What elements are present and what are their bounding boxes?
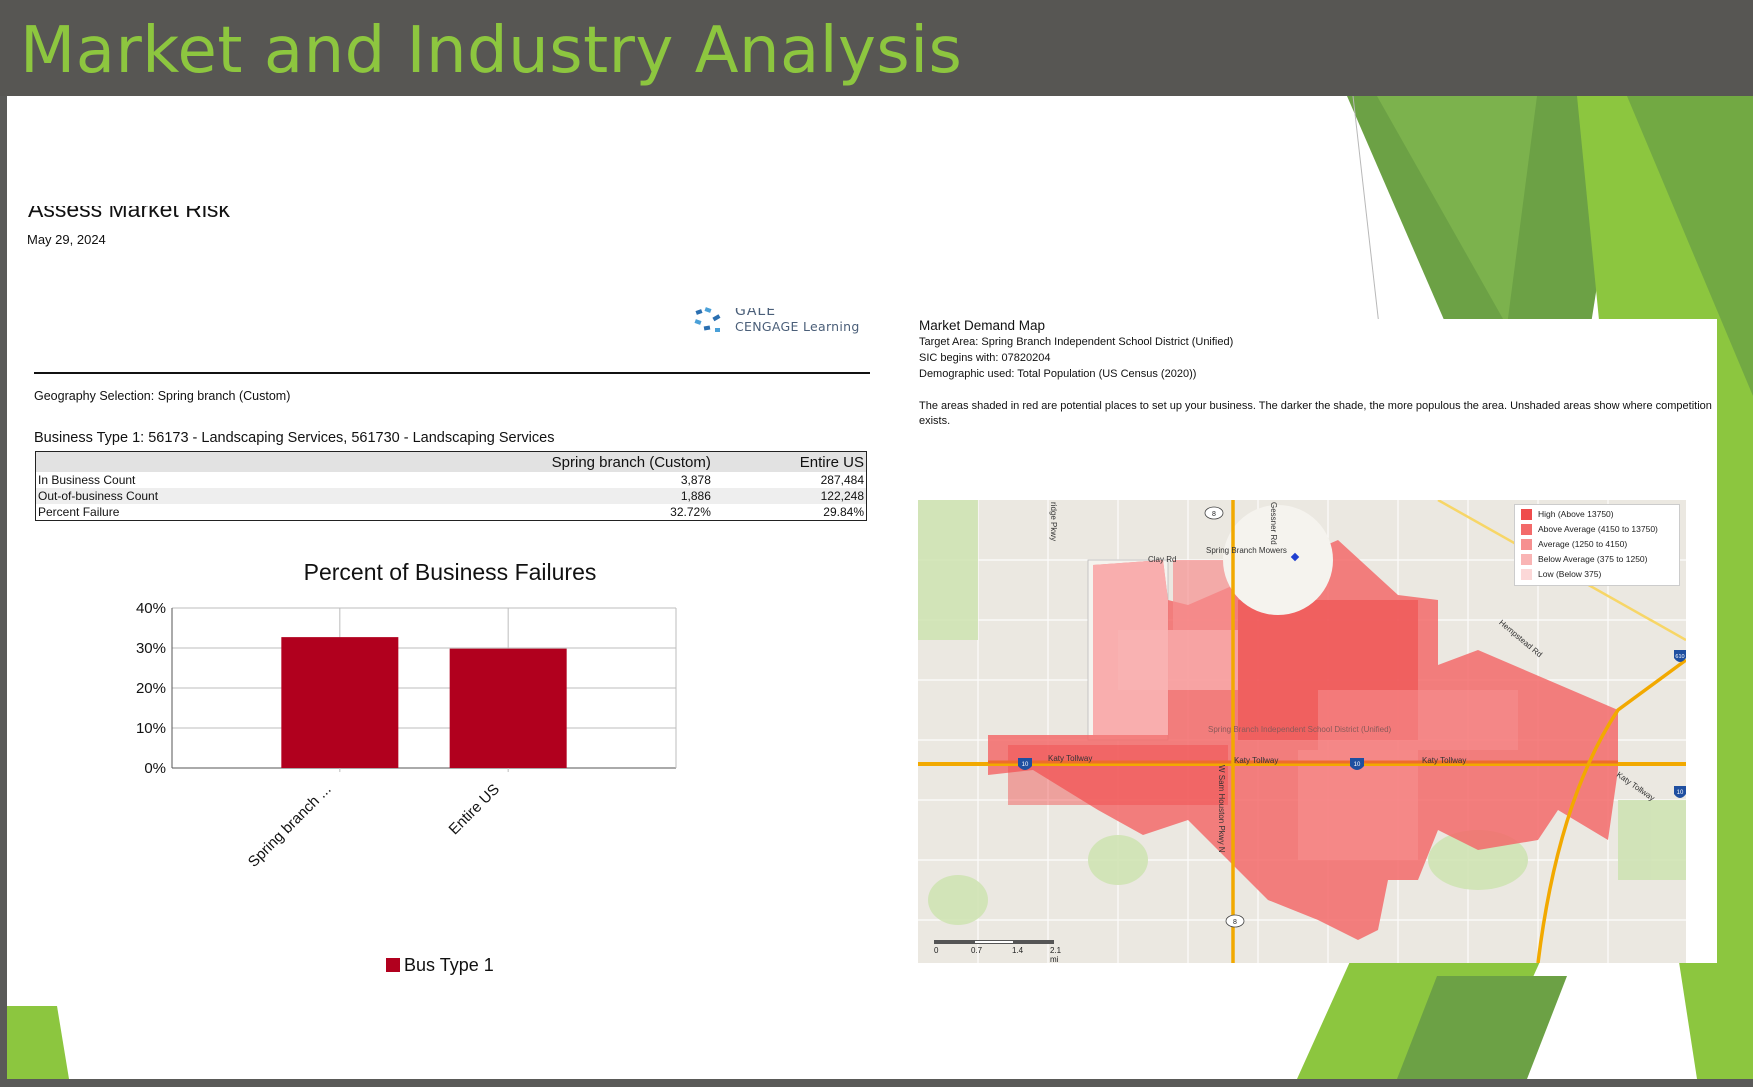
x-tick-label: Spring branch ... bbox=[245, 781, 335, 871]
table-row: Percent Failure 32.72% 29.84% bbox=[36, 504, 867, 521]
svg-text:10: 10 bbox=[1677, 790, 1684, 796]
y-tick-label: 0% bbox=[144, 760, 166, 777]
legend-label: Bus Type 1 bbox=[404, 955, 494, 975]
scale-label: 0.7 bbox=[971, 946, 983, 955]
legend-item: Average (1250 to 4150) bbox=[1521, 539, 1627, 552]
map-label-clay-rd: Clay Rd bbox=[1148, 555, 1177, 564]
interstate-shield-icon: 10 bbox=[1674, 786, 1686, 798]
table-header: Entire US bbox=[712, 451, 867, 472]
legend-label: Below Average (375 to 1250) bbox=[1538, 554, 1648, 564]
target-area: Target Area: Spring Branch Independent S… bbox=[919, 336, 1234, 348]
map-label-sam-houston: W Sam Houston Pkwy N bbox=[1217, 765, 1226, 853]
y-tick-label: 10% bbox=[136, 720, 166, 737]
legend-swatch bbox=[1521, 569, 1532, 581]
scale-label: 1.4 bbox=[1012, 946, 1024, 955]
table-cell: Percent Failure bbox=[38, 505, 120, 519]
svg-text:8: 8 bbox=[1233, 919, 1237, 926]
y-tick-label: 20% bbox=[136, 680, 166, 697]
table-cell: 287,484 bbox=[820, 473, 864, 487]
demographic-used: Demographic used: Total Population (US C… bbox=[919, 368, 1197, 380]
table-cell: 1,886 bbox=[535, 488, 713, 504]
legend-label: High (Above 13750) bbox=[1538, 509, 1614, 519]
y-tick-label: 30% bbox=[136, 640, 166, 657]
map-label-business: Spring Branch Mowers bbox=[1206, 546, 1287, 555]
map-label-district: Spring Branch Independent School Distric… bbox=[1208, 725, 1392, 734]
bar-chart: Percent of Business Failures 0% 10% 20% 30%… bbox=[136, 559, 677, 975]
scale-label: 2.1 mi bbox=[1050, 946, 1062, 963]
table-cell: 29.84% bbox=[823, 505, 864, 519]
legend-item: Low (Below 375) bbox=[1521, 569, 1601, 582]
state-highway-shield-icon: 8 bbox=[1225, 914, 1245, 928]
interstate-shield-icon: 10 bbox=[1018, 758, 1032, 770]
legend-swatch bbox=[1521, 539, 1532, 551]
state-highway-shield-icon: 8 bbox=[1204, 506, 1224, 520]
slide-title: Market and Industry Analysis bbox=[20, 14, 963, 88]
table-cell: 122,248 bbox=[712, 488, 867, 504]
table-cell: In Business Count bbox=[38, 473, 136, 487]
legend-item: Above Average (4150 to 13750) bbox=[1521, 524, 1658, 537]
map-legend: High (Above 13750) Above Average (4150 t… bbox=[1514, 504, 1680, 586]
bar bbox=[449, 648, 567, 768]
logo-text-cengage: CENGAGE Learning bbox=[735, 319, 860, 334]
header-rule bbox=[34, 372, 870, 374]
legend-label: Low (Below 375) bbox=[1538, 569, 1602, 579]
legend-label: Average (1250 to 4150) bbox=[1538, 539, 1628, 549]
map-label-katy-tollway: Katy Tollway bbox=[1422, 756, 1467, 765]
table-cell: 32.72% bbox=[670, 505, 711, 519]
svg-text:10: 10 bbox=[1022, 762, 1029, 768]
chart-title: Percent of Business Failures bbox=[304, 559, 597, 585]
title-bar: Market and Industry Analysis bbox=[0, 0, 1753, 96]
geography-selection: Geography Selection: Spring branch (Cust… bbox=[34, 389, 291, 403]
legend-swatch bbox=[1521, 509, 1532, 521]
legend-swatch bbox=[1521, 524, 1532, 536]
report-date: May 29, 2024 bbox=[27, 232, 106, 247]
bar bbox=[281, 637, 399, 768]
y-tick-label: 40% bbox=[136, 600, 166, 617]
table-row: In Business Count 3,878 287,484 bbox=[36, 472, 867, 488]
legend-item: High (Above 13750) bbox=[1521, 509, 1614, 522]
interstate-shield-icon: 610 bbox=[1674, 650, 1686, 662]
legend-item: Below Average (375 to 1250) bbox=[1521, 554, 1647, 567]
report-title: Assess Market Risk bbox=[28, 206, 230, 222]
svg-text:8: 8 bbox=[1212, 511, 1216, 518]
legend-swatch bbox=[1521, 554, 1532, 566]
map-label-katy-tollway: Katy Tollway bbox=[1048, 754, 1093, 763]
map-description: The areas shaded in red are potential pl… bbox=[919, 400, 1712, 427]
table-row: Out-of-business Count 1,886 122,248 bbox=[35, 488, 867, 504]
table-header bbox=[35, 451, 536, 472]
legend-label: Above Average (4150 to 13750) bbox=[1538, 524, 1658, 534]
sic-code: SIC begins with: 07820204 bbox=[919, 352, 1051, 364]
business-type: Business Type 1: 56173 - Landscaping Ser… bbox=[34, 430, 555, 446]
interstate-shield-icon: 10 bbox=[1350, 758, 1364, 770]
map-title: Market Demand Map bbox=[919, 318, 1046, 333]
logo-text-gale: GALE bbox=[735, 308, 777, 318]
table-cell: Out-of-business Count bbox=[35, 488, 536, 504]
map-label-katy-tollway: Katy Tollway bbox=[1234, 756, 1279, 765]
business-table: Spring branch (Custom) Entire US In Busi… bbox=[35, 451, 867, 521]
map-label-ridge: ridge Pkwy bbox=[1049, 502, 1058, 542]
map-graphic: 10 10 10 610 8 8 bbox=[918, 500, 1686, 963]
table-cell: 3,878 bbox=[680, 473, 711, 487]
scale-label: 0 bbox=[934, 946, 939, 955]
demand-map: 10 10 10 610 8 8 Spring Branch Independe… bbox=[918, 500, 1686, 963]
gale-logo-icon bbox=[694, 307, 721, 332]
svg-text:610: 610 bbox=[1675, 654, 1684, 660]
table-header-row: Spring branch (Custom) Entire US bbox=[35, 451, 867, 472]
map-label-gessner: Gessner Rd bbox=[1269, 502, 1278, 545]
table-header: Spring branch (Custom) bbox=[535, 451, 713, 472]
svg-text:10: 10 bbox=[1354, 762, 1361, 768]
x-tick-label: Entire US bbox=[446, 781, 503, 838]
legend-swatch bbox=[386, 958, 400, 972]
